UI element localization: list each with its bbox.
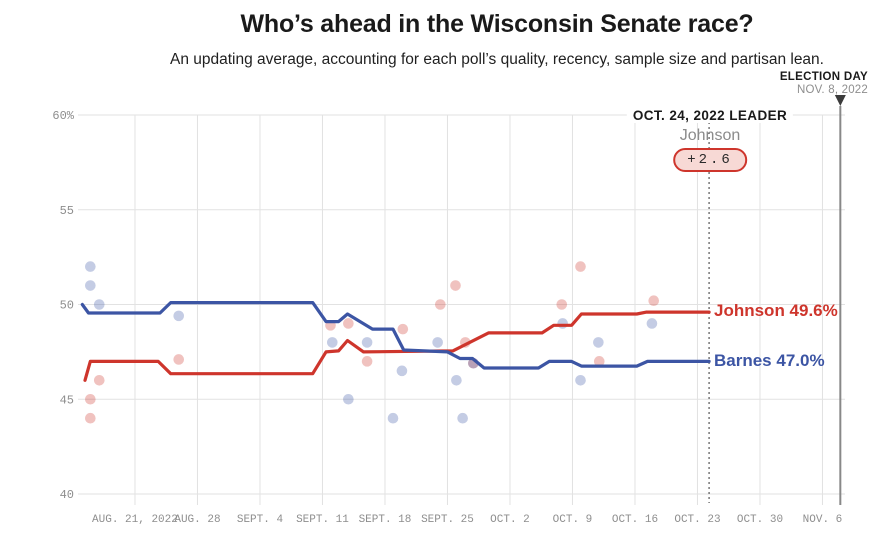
poll-dot-barnes <box>85 280 96 291</box>
poll-dot-barnes <box>593 337 604 348</box>
poll-dot-barnes <box>387 412 399 424</box>
johnson-end-label: Johnson 49.6% <box>714 301 838 320</box>
poll-dot-johnson <box>435 299 446 310</box>
poll-dot-barnes <box>451 375 462 386</box>
x-tick-label: NOV. 6 <box>803 514 843 526</box>
poll-dot-johnson <box>575 261 586 272</box>
poll-dot-barnes <box>326 337 338 348</box>
poll-dot-barnes <box>575 375 586 386</box>
leader-annotation-heading: OCT. 24, 2022 LEADER <box>626 108 794 123</box>
x-tick-label: SEPT. 11 <box>296 514 349 526</box>
election-day-label: ELECTION DAY <box>779 71 868 83</box>
poll-dot-barnes <box>457 412 468 424</box>
poll-dot-barnes <box>343 393 354 405</box>
poll-dot-johnson <box>85 412 96 424</box>
y-tick-label: 40 <box>60 488 74 502</box>
poll-dot-barnes <box>361 337 373 348</box>
x-tick-label: AUG. 28 <box>174 514 220 526</box>
poll-dot-johnson <box>648 295 660 307</box>
chart-header: Who’s ahead in the Wisconsin Senate race… <box>100 10 894 69</box>
election-day-annotation: ELECTION DAY NOV. 8, 2022 <box>780 71 868 97</box>
x-tick-label: AUG. 21, 2022 <box>92 514 178 526</box>
barnes-end-label: Barnes 47.0% <box>714 351 825 370</box>
y-tick-label: 60% <box>52 109 74 123</box>
x-tick-label: SEPT. 25 <box>421 514 474 526</box>
average-line-barnes <box>80 301 711 370</box>
y-tick-label: 55 <box>60 204 74 218</box>
poll-dot-barnes <box>396 365 408 377</box>
poll-dot-johnson <box>450 280 461 291</box>
poll-dot-johnson <box>93 375 105 386</box>
poll-dot-johnson <box>343 318 354 329</box>
poll-dot-barnes <box>173 310 185 322</box>
poll-dot-johnson <box>397 323 409 335</box>
poll-dot-barnes <box>85 261 96 272</box>
page-subtitle: An updating average, accounting for each… <box>170 51 824 68</box>
poll-dot-barnes <box>432 337 443 348</box>
y-tick-label: 45 <box>60 393 74 407</box>
x-tick-label: OCT. 2 <box>490 514 530 526</box>
x-tick-label: OCT. 9 <box>553 514 593 526</box>
election-day-triangle-icon <box>834 95 846 106</box>
page-title: Who’s ahead in the Wisconsin Senate race… <box>240 10 754 38</box>
poll-dot-johnson <box>85 393 96 405</box>
x-tick-label: OCT. 23 <box>674 514 720 526</box>
poll-dot-johnson <box>556 299 568 310</box>
poll-dot-barnes <box>557 318 568 329</box>
poll-dot-barnes <box>93 299 105 310</box>
leader-margin-badge-wrap: +2.6 <box>673 148 747 172</box>
x-tick-label: OCT. 30 <box>737 514 783 526</box>
election-day-date: NOV. 8, 2022 <box>796 84 868 96</box>
poll-dot-johnson <box>593 356 605 367</box>
leader-annotation-name: Johnson <box>679 127 741 144</box>
x-tick-label: SEPT. 4 <box>237 514 284 526</box>
leader-margin-badge: +2.6 <box>673 148 747 172</box>
y-tick-label: 50 <box>60 299 74 313</box>
x-tick-label: SEPT. 18 <box>359 514 412 526</box>
x-tick-label: OCT. 16 <box>612 514 658 526</box>
poll-dot-johnson <box>173 354 185 365</box>
poll-dot-barnes <box>646 318 658 329</box>
poll-dot-johnson <box>361 356 373 367</box>
